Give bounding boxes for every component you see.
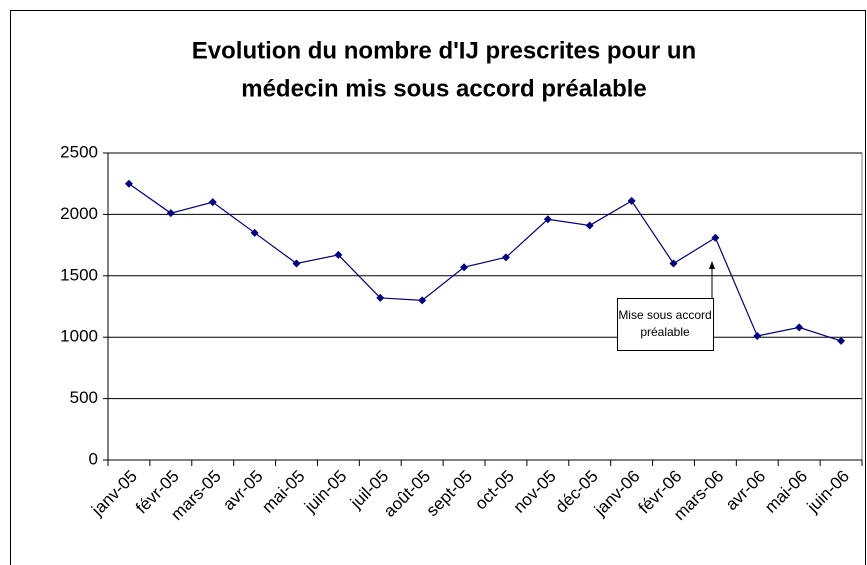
- data-point: [669, 259, 678, 268]
- annotation-box: [617, 298, 714, 351]
- data-point: [795, 323, 804, 332]
- data-point: [837, 336, 846, 345]
- chart-title: médecin mis sous accord préalable: [241, 75, 647, 102]
- y-tick-label: 0: [89, 449, 98, 468]
- y-tick-label: 500: [70, 388, 98, 407]
- plot-area: [107, 152, 863, 461]
- y-tick-label: 2000: [60, 204, 98, 223]
- data-point: [627, 196, 636, 205]
- data-point: [292, 259, 301, 268]
- data-line: [128, 183, 842, 342]
- y-tick-label: 1500: [60, 265, 98, 284]
- data-point: [124, 179, 133, 188]
- data-point: [208, 198, 217, 207]
- chart-title: Evolution du nombre d'IJ prescrites pour…: [192, 37, 696, 64]
- data-point: [250, 228, 259, 237]
- annotation-text: préalable: [640, 325, 690, 339]
- data-point: [501, 253, 510, 262]
- data-point: [334, 250, 343, 259]
- data-point: [753, 331, 762, 340]
- y-tick-label: 2500: [60, 142, 98, 161]
- data-point: [166, 209, 175, 218]
- y-tick-label: 1000: [60, 327, 98, 346]
- data-point: [460, 263, 469, 272]
- annotation-text: Mise sous accord: [618, 308, 711, 322]
- annotation-arrowhead: [709, 261, 715, 269]
- data-point: [585, 221, 594, 230]
- data-point: [418, 296, 427, 305]
- data-point: [711, 233, 720, 242]
- data-point: [376, 293, 385, 302]
- data-point: [543, 215, 552, 224]
